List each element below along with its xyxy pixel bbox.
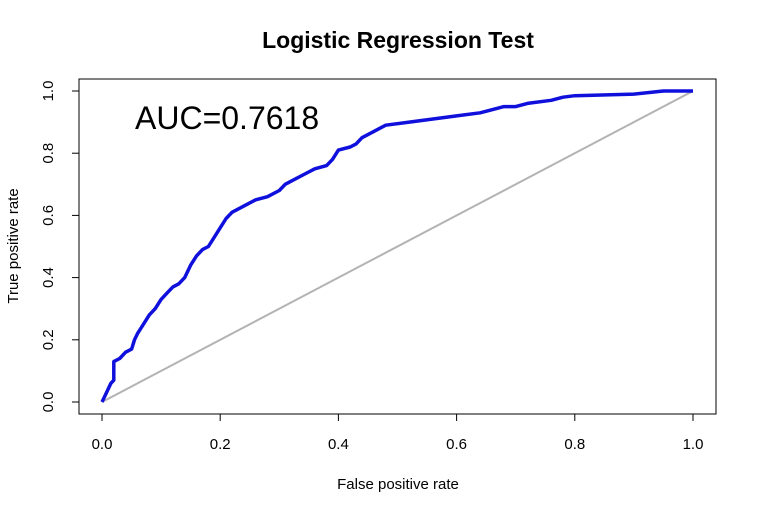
roc-curve — [100, 89, 693, 403]
x-tick-label: 0.4 — [328, 436, 349, 453]
y-tick-label: 0.2 — [40, 329, 57, 350]
x-axis-label: False positive rate — [337, 476, 459, 493]
y-tick-label: 0.4 — [40, 267, 57, 288]
x-tick-label: 0.2 — [210, 436, 231, 453]
y-axis: 0.0 0.2 0.4 0.6 0.8 1.0 — [40, 81, 80, 413]
x-tick-label: 0.6 — [446, 436, 467, 453]
x-tick-label: 0.8 — [564, 436, 585, 453]
x-axis: 0.0 0.2 0.4 0.6 0.8 1.0 — [92, 413, 704, 453]
auc-annotation: AUC=0.7618 — [135, 100, 319, 136]
chart-title: Logistic Regression Test — [262, 27, 534, 53]
x-tick-label: 1.0 — [683, 436, 704, 453]
y-tick-label: 0.6 — [40, 205, 57, 226]
chance-diagonal-line — [101, 90, 694, 403]
y-axis-label: True positive rate — [5, 188, 22, 303]
x-tick-label: 0.0 — [92, 436, 113, 453]
y-tick-label: 0.0 — [40, 392, 57, 413]
y-tick-label: 1.0 — [40, 81, 57, 102]
y-tick-label: 0.8 — [40, 143, 57, 164]
